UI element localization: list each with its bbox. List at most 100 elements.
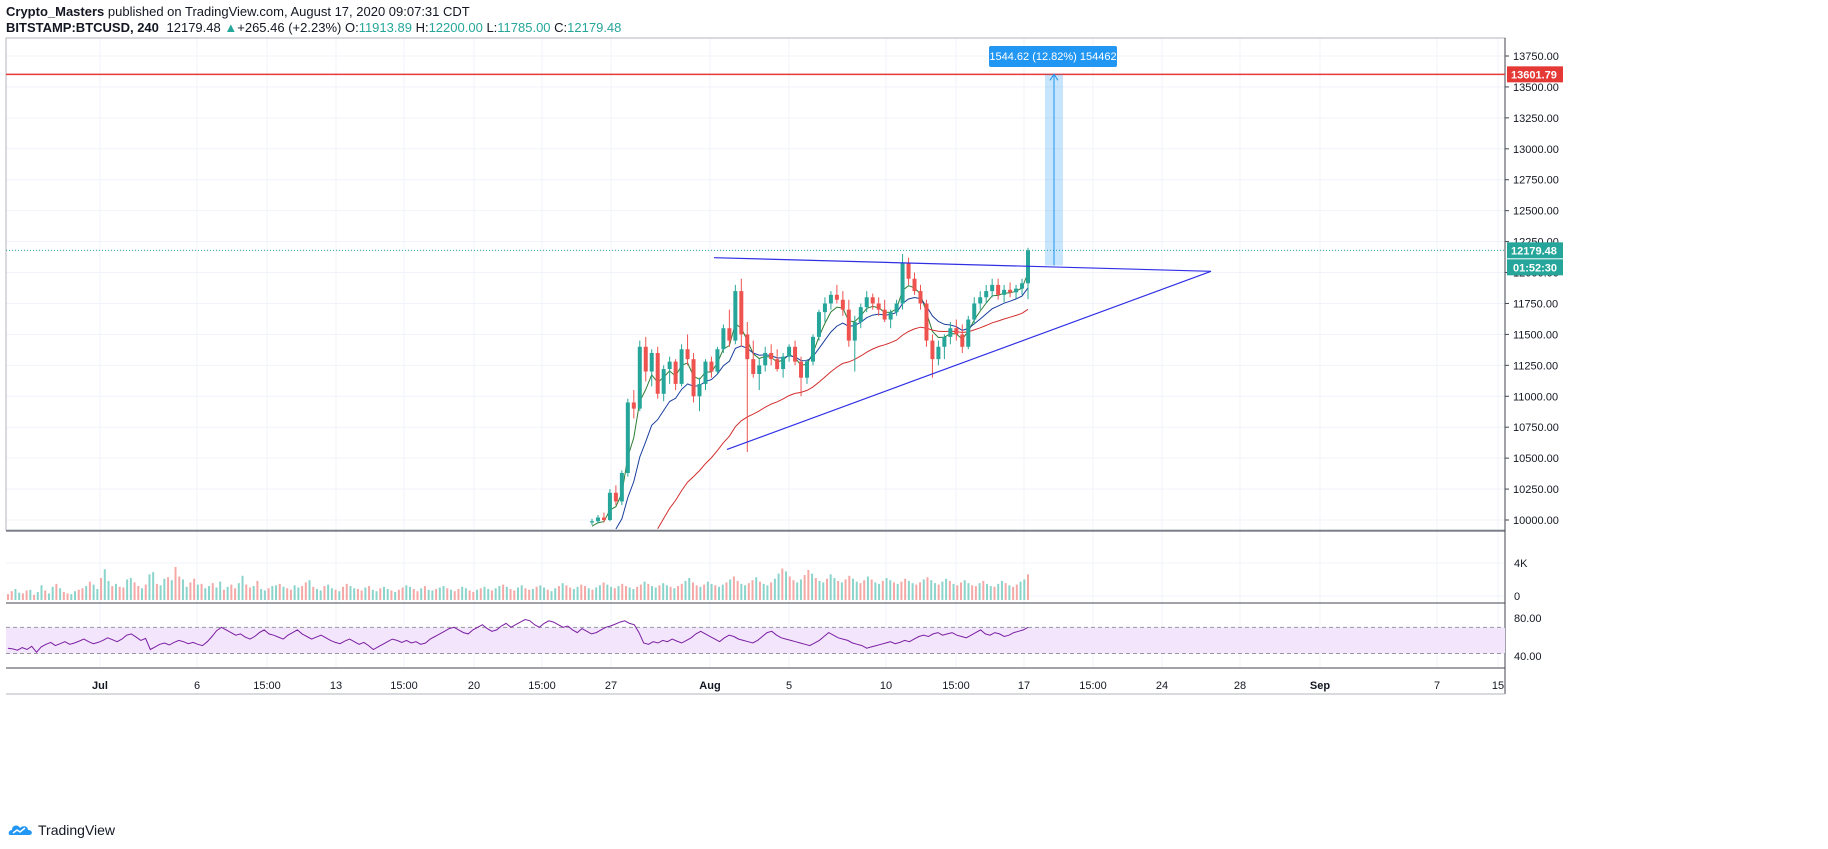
candle-body: [978, 297, 983, 304]
candle-body: [727, 328, 732, 341]
volume-bar: [807, 569, 810, 600]
candle-body: [948, 328, 953, 337]
candle-body: [793, 346, 798, 362]
volume-bar: [345, 583, 348, 600]
open-value: 11913.89: [358, 20, 412, 35]
volume-bar: [29, 589, 32, 600]
volume-bar: [963, 580, 966, 600]
volume-bar: [412, 589, 415, 600]
volume-bar: [241, 575, 244, 600]
candle-body: [924, 303, 929, 341]
volume-bar: [747, 583, 750, 600]
volume-bar: [565, 585, 568, 600]
volume-bar: [673, 588, 676, 600]
volume-bar: [155, 583, 158, 600]
time-label: 15:00: [942, 680, 970, 692]
volume-bar: [863, 580, 866, 600]
volume-bar: [505, 586, 508, 600]
volume-bar: [561, 583, 564, 600]
volume-bar: [699, 586, 702, 600]
volume-bar: [799, 579, 802, 600]
volume-bar: [81, 588, 84, 600]
volume-bar: [379, 588, 382, 600]
candle-body: [936, 346, 941, 360]
candle-body: [810, 336, 815, 362]
time-label: 28: [1234, 680, 1246, 692]
volume-bar: [319, 590, 322, 600]
time-label: 15: [1492, 680, 1504, 692]
candle-body: [852, 322, 857, 341]
footer-brand[interactable]: TradingView: [8, 822, 115, 838]
volume-pane: [7, 567, 1029, 600]
volume-bar: [371, 589, 374, 600]
volume-bar: [531, 589, 534, 600]
volume-bar: [610, 586, 613, 600]
volume-bar: [152, 572, 155, 600]
candle-body: [1020, 283, 1025, 289]
volume-bar: [174, 567, 177, 600]
volume-bar: [308, 580, 311, 600]
candle-body: [649, 352, 654, 372]
candle-body: [900, 262, 905, 304]
candle-body: [655, 352, 660, 394]
volume-bar: [286, 588, 289, 600]
volume-bar: [762, 583, 765, 600]
countdown-label: 01:52:30: [1513, 262, 1557, 274]
volume-bar: [1000, 580, 1003, 600]
symbol-header: BITSTAMP:BTCUSD, 240 12179.48 ▲+265.46 (…: [6, 20, 621, 35]
volume-bar: [248, 587, 251, 600]
candle-body: [1002, 289, 1007, 295]
time-label: 13: [330, 680, 342, 692]
volume-bar: [271, 586, 274, 600]
candle-body: [894, 303, 899, 313]
volume-bar: [189, 582, 192, 600]
volume-bar: [401, 587, 404, 600]
volume-bar: [948, 580, 951, 600]
price-tick-label: 12500.00: [1513, 206, 1559, 218]
candle-body: [619, 472, 624, 502]
volume-bar: [107, 580, 110, 600]
volume-bar: [476, 589, 479, 600]
price-axis[interactable]: 13750.00 13500.00 13250.00 13000.00 12750.00…: [1505, 51, 1563, 663]
volume-bar: [866, 576, 869, 600]
volume-bar: [457, 589, 460, 600]
candle-body: [984, 291, 989, 298]
volume-bar: [193, 578, 196, 600]
volume-bar: [840, 582, 843, 600]
volume-bar: [1015, 584, 1018, 600]
volume-bar: [684, 580, 687, 600]
volume-bar: [509, 589, 512, 600]
volume-bar: [360, 590, 363, 600]
time-label: 27: [605, 680, 617, 692]
volume-bar: [111, 586, 114, 600]
volume-bar: [755, 577, 758, 600]
author-name[interactable]: Crypto_Masters: [6, 4, 105, 19]
volume-bar: [122, 587, 125, 600]
drawings[interactable]: 1544.62 (12.82%) 154462: [6, 46, 1505, 451]
volume-bar: [282, 586, 285, 600]
candle-body: [846, 309, 851, 341]
volume-bar: [751, 580, 754, 600]
close-value: 12179.48: [567, 20, 622, 35]
volume-bar: [446, 588, 449, 600]
volume-bar: [196, 584, 199, 600]
volume-bar: [710, 583, 713, 600]
price-tick-label: 10500.00: [1513, 453, 1559, 465]
volume-bar: [885, 578, 888, 600]
volume-bar: [96, 589, 99, 600]
candlestick-series: [590, 247, 1030, 525]
time-axis[interactable]: Jul 6 15:00 13 15:00 20 15:00 27 Aug 5 10 15:00 17 15…: [92, 680, 1504, 692]
volume-bar: [21, 593, 24, 600]
price-change: +265.46 (+2.23%): [237, 20, 342, 35]
volume-bar: [792, 580, 795, 600]
volume-bar: [178, 576, 181, 600]
volume-bar: [40, 585, 43, 600]
volume-bar: [409, 586, 412, 600]
volume-bar: [844, 579, 847, 600]
volume-bar: [7, 594, 9, 600]
volume-bar: [62, 591, 65, 600]
volume-bar: [230, 584, 233, 600]
volume-bar: [859, 583, 862, 600]
volume-bar: [118, 586, 121, 600]
